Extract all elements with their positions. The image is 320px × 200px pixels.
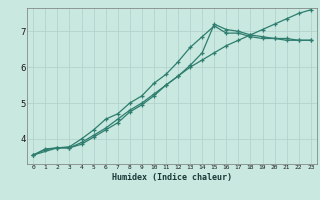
X-axis label: Humidex (Indice chaleur): Humidex (Indice chaleur) [112,173,232,182]
